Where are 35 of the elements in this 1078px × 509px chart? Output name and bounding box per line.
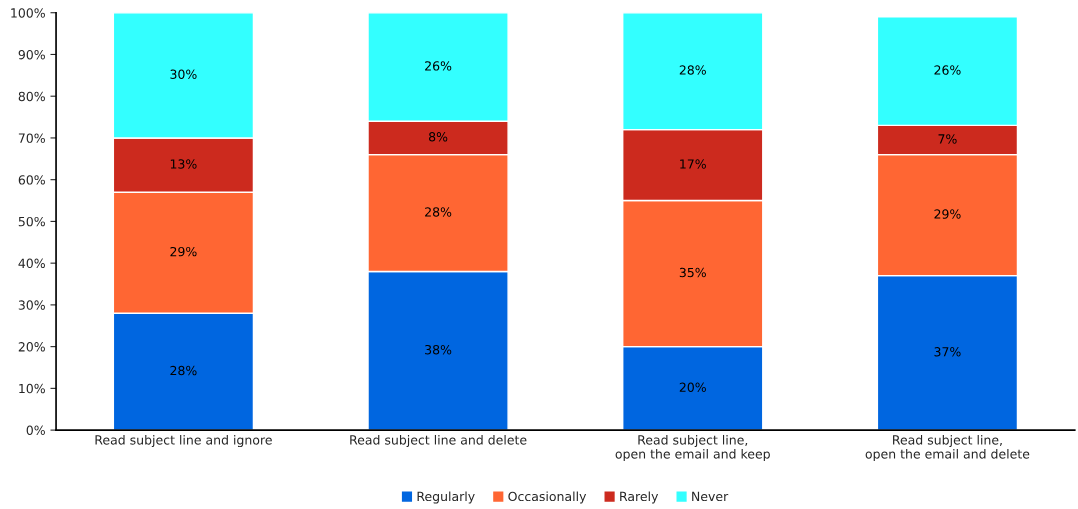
y-tick-label: 40% xyxy=(18,258,45,269)
y-tick-label: 100% xyxy=(11,8,45,18)
data-label: 29% xyxy=(170,246,197,257)
x-tick-label: Read subject line, open the email and keep xyxy=(615,434,770,462)
data-label: 7% xyxy=(938,134,957,144)
data-label: 28% xyxy=(170,365,197,376)
data-label: 26% xyxy=(934,65,961,75)
y-tick-label: 20% xyxy=(18,342,45,352)
y-tick-label: 10% xyxy=(19,383,45,394)
legend-label: Regularly xyxy=(417,491,475,504)
data-label: 28% xyxy=(425,207,452,217)
legend-label: Rarely xyxy=(620,491,659,504)
data-label: 28% xyxy=(679,65,706,75)
y-tick-label: 80% xyxy=(18,91,45,102)
data-label: 17% xyxy=(680,159,706,169)
x-tick-label: Read subject line, open the email and delete xyxy=(865,434,1030,462)
y-tick-label: 60% xyxy=(18,175,45,185)
y-tick-label: 70% xyxy=(18,133,45,143)
data-label: 37% xyxy=(934,347,961,357)
y-tick-label: 0% xyxy=(26,425,45,436)
y-tick-label: 50% xyxy=(18,216,45,227)
x-tick-label: Read subject line and ignore xyxy=(95,434,272,448)
data-label: 30% xyxy=(170,69,197,79)
data-label: 8% xyxy=(429,132,448,142)
legend-label: Occasionally xyxy=(508,491,587,504)
data-label: 13% xyxy=(170,159,197,169)
y-tick-label: 90% xyxy=(18,49,45,60)
data-label: 20% xyxy=(679,382,706,392)
data-label: 29% xyxy=(934,209,961,219)
data-label: 35% xyxy=(679,267,706,278)
data-label: 38% xyxy=(425,344,452,355)
data-label: 26% xyxy=(425,61,452,71)
x-tick-label: Read subject line and delete xyxy=(350,434,527,448)
y-tick-label: 30% xyxy=(18,300,45,310)
legend-label: Never xyxy=(692,491,729,502)
